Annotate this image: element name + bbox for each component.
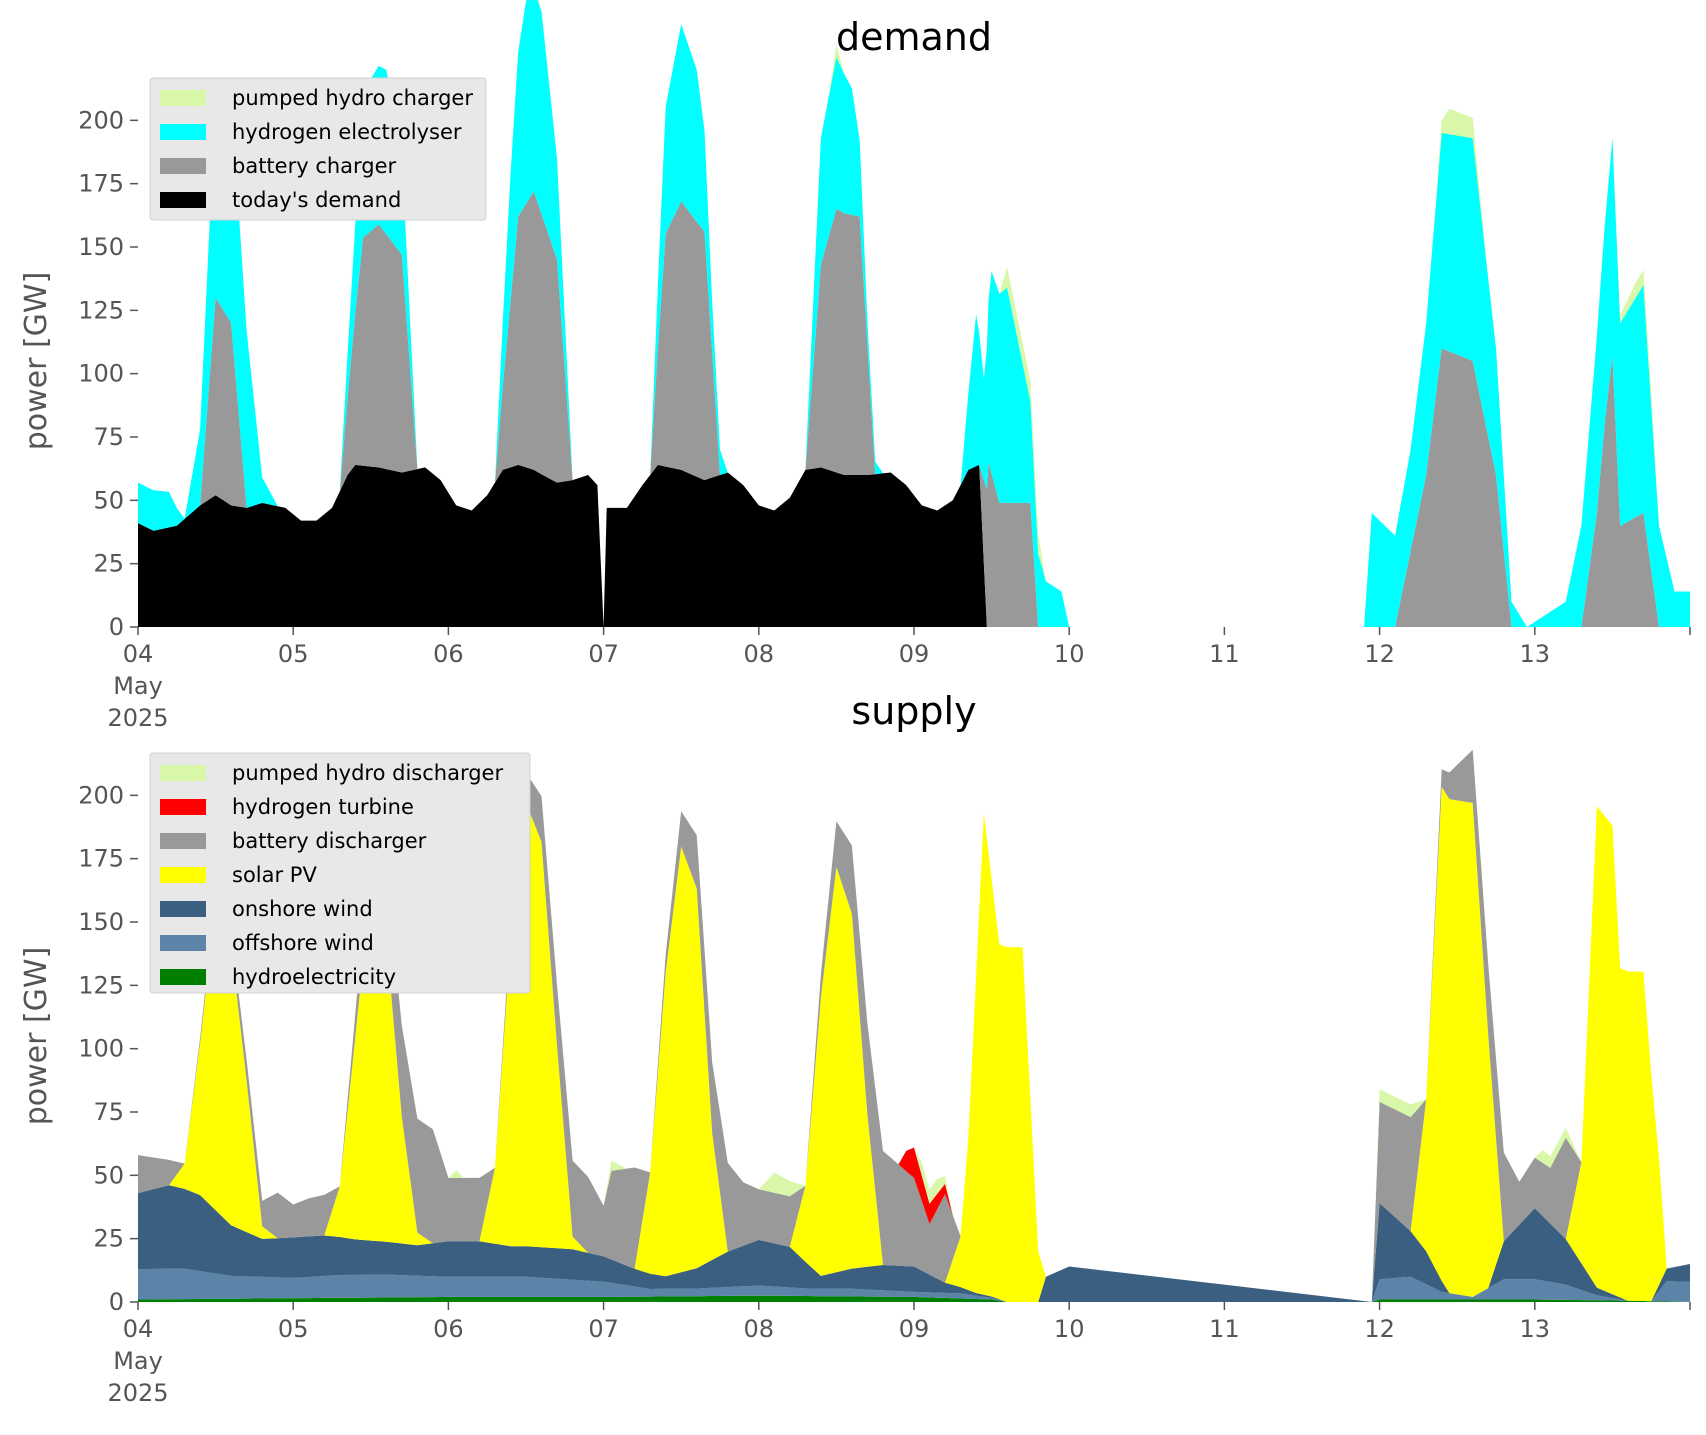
y-tick-label: 175: [78, 845, 124, 873]
legend-swatch: [160, 124, 206, 140]
legend-label: pumped hydro discharger: [232, 761, 503, 785]
legend-label: solar PV: [232, 863, 317, 887]
y-tick-label: 75: [93, 1098, 124, 1126]
legend-label: onshore wind: [232, 897, 373, 921]
x-tick-label: 05: [278, 640, 309, 668]
x-tick-label: 09: [899, 1315, 930, 1343]
legend-label: battery discharger: [232, 829, 427, 853]
x-tick-label: 11: [1209, 1315, 1240, 1343]
y-axis-label: power [GW]: [19, 947, 54, 1126]
x-tick-label: 10: [1054, 640, 1085, 668]
x-tick-sublabel: 2025: [107, 1379, 168, 1407]
y-tick-label: 100: [78, 1035, 124, 1063]
chart-panel-supply: supply power [GW] 0 25 50 75 100 125 150 175 200 04…: [19, 689, 1691, 1407]
legend: pumped hydro discharger hydrogen turbine b…: [149, 752, 531, 994]
legend-box: [149, 77, 487, 221]
legend-swatch: [160, 969, 206, 985]
y-tick-label: 200: [78, 106, 124, 134]
legend-label: hydroelectricity: [232, 965, 396, 989]
x-tick-label: 06: [433, 1315, 464, 1343]
x-tick-label: 10: [1054, 1315, 1085, 1343]
y-tick-label: 25: [93, 550, 124, 578]
x-tick-sublabel: May: [113, 1347, 163, 1375]
legend-swatch: [160, 833, 206, 849]
series-area-hydroelectricity: [138, 1295, 1690, 1302]
x-tick-label: 06: [433, 640, 464, 668]
legend-swatch: [160, 192, 206, 208]
legend-swatch: [160, 158, 206, 174]
y-tick-label: 150: [78, 908, 124, 936]
y-tick-label: 200: [78, 781, 124, 809]
legend-label: today's demand: [232, 188, 401, 212]
x-tick-label: 05: [278, 1315, 309, 1343]
x-tick-label: 11: [1209, 640, 1240, 668]
series-area-battery-charger: [138, 191, 1690, 628]
y-tick-label: 75: [93, 423, 124, 451]
legend-swatch: [160, 799, 206, 815]
x-tick-label: 07: [588, 1315, 619, 1343]
series-area-onshore-wind: [138, 1185, 1690, 1302]
x-tick-sublabel: 2025: [107, 704, 168, 732]
legend-label: pumped hydro charger: [232, 86, 473, 110]
y-tick-label: 150: [78, 233, 124, 261]
legend-label: hydrogen turbine: [232, 795, 414, 819]
chart-title: demand: [836, 15, 992, 59]
y-tick-label: 125: [78, 971, 124, 999]
series-area-today-s-demand: [138, 464, 1690, 627]
chart-panel-demand: demand power [GW] 0 25 50 75 100 125 150 175 200 04…: [19, 0, 1691, 732]
legend-box: [149, 752, 531, 994]
series-area-offshore-wind: [138, 1268, 1690, 1302]
x-tick-label: 12: [1364, 1315, 1395, 1343]
y-tick-label: 125: [78, 296, 124, 324]
y-tick-label: 0: [109, 1288, 124, 1316]
x-tick-label: 08: [744, 1315, 775, 1343]
x-tick-sublabel: May: [113, 672, 163, 700]
legend-swatch: [160, 90, 206, 106]
legend-swatch: [160, 867, 206, 883]
x-tick-label: 04: [123, 1315, 154, 1343]
x-tick-label: 09: [899, 640, 930, 668]
legend-label: offshore wind: [232, 931, 374, 955]
y-tick-label: 175: [78, 170, 124, 198]
series-area-hydrogen-electrolyser: [138, 0, 1690, 627]
series-area-battery-discharger: [138, 749, 1690, 1302]
legend-label: hydrogen electrolyser: [232, 120, 462, 144]
legend-swatch: [160, 935, 206, 951]
legend-label: battery charger: [232, 154, 397, 178]
y-tick-label: 50: [93, 486, 124, 514]
x-tick-label: 04: [123, 640, 154, 668]
y-tick-label: 0: [109, 613, 124, 641]
chart-title: supply: [851, 689, 976, 733]
legend-swatch: [160, 901, 206, 917]
legend-swatch: [160, 765, 206, 781]
y-axis-label: power [GW]: [19, 272, 54, 451]
y-tick-label: 50: [93, 1161, 124, 1189]
y-tick-label: 25: [93, 1225, 124, 1253]
x-tick-label: 08: [744, 640, 775, 668]
x-tick-label: 13: [1520, 640, 1551, 668]
legend: pumped hydro charger hydrogen electrolyse…: [149, 77, 487, 221]
y-tick-label: 100: [78, 360, 124, 388]
x-tick-label: 12: [1364, 640, 1395, 668]
x-tick-label: 07: [588, 640, 619, 668]
x-tick-label: 13: [1520, 1315, 1551, 1343]
